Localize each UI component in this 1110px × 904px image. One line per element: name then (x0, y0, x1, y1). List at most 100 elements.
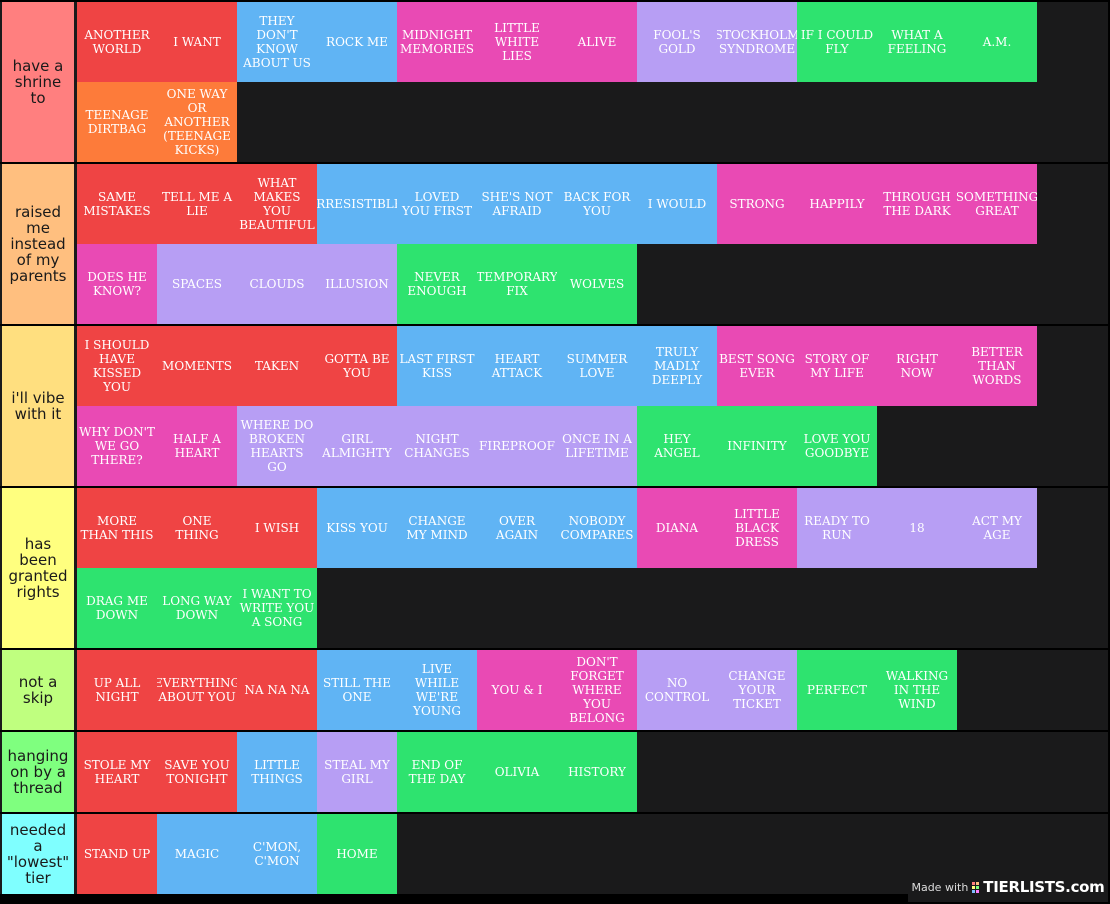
song-tile[interactable]: KISS YOU (317, 488, 397, 568)
song-tile[interactable]: STAND UP (77, 814, 157, 894)
song-tile[interactable]: MAGIC (157, 814, 237, 894)
song-tile[interactable]: A.M. (957, 2, 1037, 82)
song-tile[interactable]: DRAG ME DOWN (77, 568, 157, 648)
song-tile[interactable]: STOLE MY HEART (77, 732, 157, 812)
song-tile[interactable]: BETTER THAN WORDS (957, 326, 1037, 406)
song-tile[interactable]: TAKEN (237, 326, 317, 406)
song-tile[interactable]: PERFECT (797, 650, 877, 730)
song-tile[interactable]: ROCK ME (317, 2, 397, 82)
song-tile[interactable]: GOTTA BE YOU (317, 326, 397, 406)
song-tile[interactable]: SHE'S NOT AFRAID (477, 164, 557, 244)
song-tile[interactable]: EVERYTHING ABOUT YOU (157, 650, 237, 730)
song-tile[interactable]: CHANGE YOUR TICKET (717, 650, 797, 730)
song-tile[interactable]: READY TO RUN (797, 488, 877, 568)
song-tile[interactable]: ALIVE (557, 2, 637, 82)
song-tile[interactable]: DIANA (637, 488, 717, 568)
song-tile[interactable]: GIRL ALMIGHTY (317, 406, 397, 486)
song-tile[interactable]: FOOL'S GOLD (637, 2, 717, 82)
song-tile[interactable]: MIDNIGHT MEMORIES (397, 2, 477, 82)
song-tile[interactable]: BACK FOR YOU (557, 164, 637, 244)
song-tile[interactable]: STILL THE ONE (317, 650, 397, 730)
tier-label[interactable]: have a shrine to (2, 2, 74, 162)
song-tile[interactable]: NO CONTROL (637, 650, 717, 730)
tier-label[interactable]: i'll vibe with it (2, 326, 74, 486)
song-tile[interactable]: LOVE YOU GOODBYE (797, 406, 877, 486)
song-tile[interactable]: INFINITY (717, 406, 797, 486)
song-tile[interactable]: OLIVIA (477, 732, 557, 812)
song-tile[interactable]: NIGHT CHANGES (397, 406, 477, 486)
song-tile[interactable]: FIREPROOF (477, 406, 557, 486)
song-tile[interactable]: THROUGH THE DARK (877, 164, 957, 244)
song-tile[interactable]: SUMMER LOVE (557, 326, 637, 406)
song-tile[interactable]: ONCE IN A LIFETIME (557, 406, 637, 486)
tier-label[interactable]: hanging on by a thread (2, 732, 74, 812)
tier-label[interactable]: raised me instead of my parents (2, 164, 74, 324)
song-tile[interactable]: HISTORY (557, 732, 637, 812)
song-tile[interactable]: TELL ME A LIE (157, 164, 237, 244)
song-tile[interactable]: LITTLE BLACK DRESS (717, 488, 797, 568)
song-tile[interactable]: I SHOULD HAVE KISSED YOU (77, 326, 157, 406)
song-tile[interactable]: WHAT MAKES YOU BEAUTIFUL (237, 164, 317, 244)
song-tile[interactable]: ANOTHER WORLD (77, 2, 157, 82)
tier-label[interactable]: needed a "lowest" tier (2, 814, 74, 894)
song-tile[interactable]: TEENAGE DIRTBAG (77, 82, 157, 162)
song-tile[interactable]: RIGHT NOW (877, 326, 957, 406)
made-with-badge[interactable]: Made with TIERLISTS.com (908, 872, 1108, 902)
song-tile[interactable]: OVER AGAIN (477, 488, 557, 568)
song-tile[interactable]: HAPPILY (797, 164, 877, 244)
song-tile[interactable]: WALKING IN THE WIND (877, 650, 957, 730)
song-tile[interactable]: STEAL MY GIRL (317, 732, 397, 812)
song-tile[interactable]: THEY DON'T KNOW ABOUT US (237, 2, 317, 82)
song-tile[interactable]: UP ALL NIGHT (77, 650, 157, 730)
song-tile[interactable]: TEMPORARY FIX (477, 244, 557, 324)
tier-label[interactable]: has been granted rights (2, 488, 74, 648)
song-tile[interactable]: NA NA NA (237, 650, 317, 730)
tier-label[interactable]: not a skip (2, 650, 74, 730)
song-tile[interactable]: TRULY MADLY DEEPLY (637, 326, 717, 406)
song-tile[interactable]: HEART ATTACK (477, 326, 557, 406)
song-tile[interactable]: LONG WAY DOWN (157, 568, 237, 648)
song-tile[interactable]: SPACES (157, 244, 237, 324)
song-tile[interactable]: DOES HE KNOW? (77, 244, 157, 324)
song-tile[interactable]: MOMENTS (157, 326, 237, 406)
song-tile[interactable]: LOVED YOU FIRST (397, 164, 477, 244)
song-tile[interactable]: YOU & I (477, 650, 557, 730)
song-tile[interactable]: HEY ANGEL (637, 406, 717, 486)
song-tile[interactable]: ONE WAY OR ANOTHER (TEENAGE KICKS) (157, 82, 237, 162)
song-tile[interactable]: WOLVES (557, 244, 637, 324)
song-tile[interactable]: LIVE WHILE WE'RE YOUNG (397, 650, 477, 730)
song-tile[interactable]: I WOULD (637, 164, 717, 244)
song-tile[interactable]: NEVER ENOUGH (397, 244, 477, 324)
song-tile[interactable]: DON'T FORGET WHERE YOU BELONG (557, 650, 637, 730)
song-tile[interactable]: CLOUDS (237, 244, 317, 324)
song-tile[interactable]: NOBODY COMPARES (557, 488, 637, 568)
song-tile[interactable]: STORY OF MY LIFE (797, 326, 877, 406)
song-tile[interactable]: LITTLE THINGS (237, 732, 317, 812)
song-tile[interactable]: IF I COULD FLY (797, 2, 877, 82)
song-tile[interactable]: ILLUSION (317, 244, 397, 324)
song-tile[interactable]: I WANT TO WRITE YOU A SONG (237, 568, 317, 648)
song-tile[interactable]: I WANT (157, 2, 237, 82)
song-tile[interactable]: HALF A HEART (157, 406, 237, 486)
song-tile[interactable]: WHAT A FEELING (877, 2, 957, 82)
song-tile[interactable]: STRONG (717, 164, 797, 244)
song-tile[interactable]: LITTLE WHITE LIES (477, 2, 557, 82)
song-tile[interactable]: 18 (877, 488, 957, 568)
song-tile[interactable]: C'MON, C'MON (237, 814, 317, 894)
song-tile[interactable]: STOCKHOLM SYNDROME (717, 2, 797, 82)
song-tile[interactable]: LAST FIRST KISS (397, 326, 477, 406)
song-tile[interactable]: ONE THING (157, 488, 237, 568)
song-tile[interactable]: IRRESISTIBLE (317, 164, 397, 244)
song-tile[interactable]: BEST SONG EVER (717, 326, 797, 406)
song-tile[interactable]: WHY DON'T WE GO THERE? (77, 406, 157, 486)
song-tile[interactable]: I WISH (237, 488, 317, 568)
song-tile[interactable]: ACT MY AGE (957, 488, 1037, 568)
song-tile[interactable]: SAVE YOU TONIGHT (157, 732, 237, 812)
song-tile[interactable]: SAME MISTAKES (77, 164, 157, 244)
song-tile[interactable]: HOME (317, 814, 397, 894)
song-tile[interactable]: MORE THAN THIS (77, 488, 157, 568)
song-tile[interactable]: SOMETHING GREAT (957, 164, 1037, 244)
song-tile[interactable]: CHANGE MY MIND (397, 488, 477, 568)
song-tile[interactable]: END OF THE DAY (397, 732, 477, 812)
song-tile[interactable]: WHERE DO BROKEN HEARTS GO (237, 406, 317, 486)
